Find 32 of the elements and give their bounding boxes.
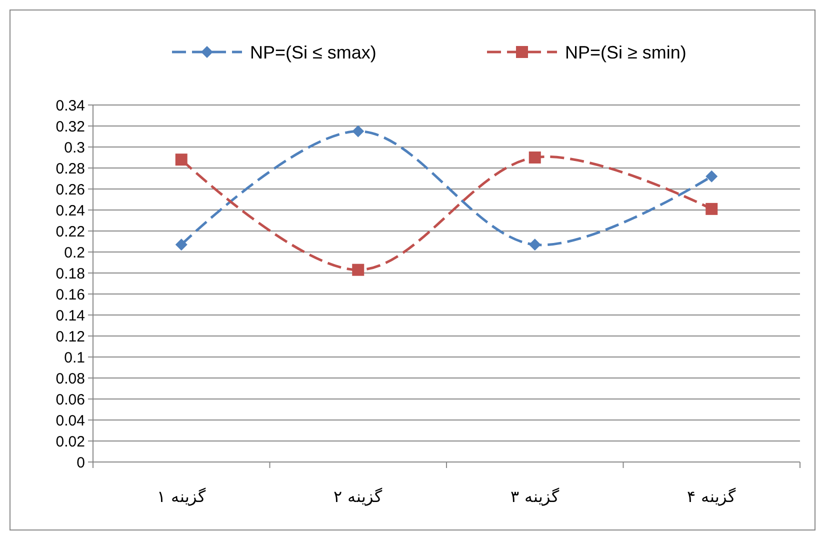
y-tick-label: 0.14 xyxy=(56,307,85,324)
y-tick-label: 0.1 xyxy=(64,349,85,366)
y-tick-label: 0.24 xyxy=(56,202,85,220)
y-tick-label: 0.08 xyxy=(56,370,85,388)
y-tick-label: 0.28 xyxy=(56,160,85,178)
point xyxy=(706,202,718,215)
x-tick-label: گزینه ۴ xyxy=(687,487,736,506)
y-tick-label: 0.22 xyxy=(56,223,85,240)
point xyxy=(528,238,541,251)
y-tick-label: 0.3 xyxy=(64,139,85,156)
y-tick-label: 0 xyxy=(76,454,85,472)
y-tick-label: 0.34 xyxy=(56,97,85,114)
x-tick-label: گزینه ۱ xyxy=(156,487,206,506)
x-tick-label: گزینه ۳ xyxy=(510,487,560,506)
y-tick-label: 0.18 xyxy=(56,265,85,282)
point xyxy=(706,170,718,182)
legend-label: NP=(Si ≥ smin) xyxy=(565,42,686,62)
y-tick-label: 0.12 xyxy=(56,328,85,346)
y-tick-label: 0.2 xyxy=(64,244,85,262)
legend-label: NP=(Si ≤ smax) xyxy=(250,42,376,62)
y-tick-label: 0.04 xyxy=(56,412,85,430)
y-tick-label: 0.16 xyxy=(56,286,85,304)
point xyxy=(352,125,364,138)
x-tick-label: گزینه ۲ xyxy=(334,487,383,506)
y-tick-label: 0.32 xyxy=(56,118,85,136)
y-tick-label: 0.26 xyxy=(56,181,85,198)
y-tick-label: 0.02 xyxy=(56,433,85,450)
point xyxy=(175,238,188,251)
point xyxy=(528,152,541,164)
y-tick-label: 0.06 xyxy=(56,391,85,408)
point xyxy=(175,154,188,166)
point xyxy=(352,264,364,276)
